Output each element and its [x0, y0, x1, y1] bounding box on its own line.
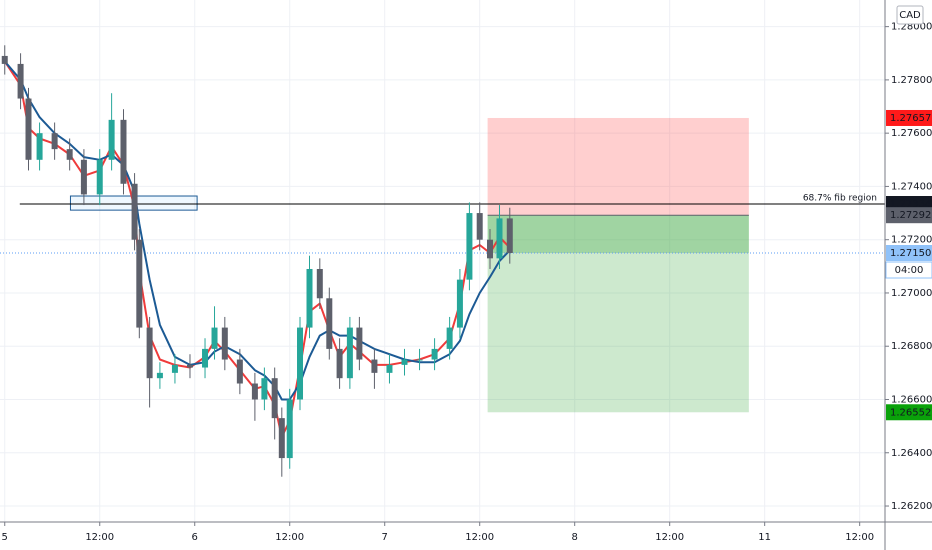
y-tick-label: 1.27600 [891, 128, 932, 139]
x-tick-label: 12:00 [845, 532, 874, 543]
candle-body [326, 298, 333, 349]
countdown-label: 04:00 [895, 265, 924, 276]
candle-body [202, 348, 209, 368]
x-tick-label: 6 [192, 532, 198, 543]
candle-body [496, 218, 503, 259]
candle-body [416, 359, 423, 361]
candle-body [278, 418, 285, 459]
candle-body [146, 327, 153, 379]
candle-body [66, 149, 73, 160]
candle-body [476, 213, 483, 240]
candle-body [401, 359, 408, 365]
candle-body [17, 63, 24, 99]
current-price-label-box [886, 245, 932, 262]
candle-body [286, 399, 293, 459]
y-tick-label: 1.28000 [891, 22, 932, 33]
candle-body [171, 364, 178, 373]
target-price-label-box [886, 109, 932, 126]
candle-body [316, 268, 323, 299]
candle-body [251, 383, 258, 400]
candle-body [236, 359, 243, 384]
moving-average [3, 60, 511, 401]
candle-body [336, 348, 343, 379]
candle-body [1, 55, 8, 64]
candle-body [271, 378, 278, 419]
candle-body [506, 218, 513, 254]
stop-zone [487, 215, 749, 413]
stop-price-label: 1.26552 [890, 407, 931, 418]
candle-body [431, 348, 438, 360]
entry-price-label: 1.27292 [890, 210, 931, 221]
candle-body [131, 183, 138, 240]
open-pnl-zone [487, 215, 749, 254]
current-price-label: 1.27150 [890, 248, 931, 259]
candle-body [108, 119, 115, 160]
candle-body [297, 327, 304, 400]
y-tick-label: 1.26600 [891, 394, 932, 405]
fib-annotation: 68.7% fib region [803, 194, 877, 204]
countdown-box [885, 261, 932, 279]
y-tick-label: 1.26400 [891, 448, 932, 459]
x-tick-label: 8 [572, 532, 578, 543]
candle-body [156, 372, 163, 379]
x-tick-label: 12:00 [85, 532, 114, 543]
stop-price-label-box [886, 404, 932, 421]
candle-body [51, 133, 58, 150]
x-tick-label: 5 [2, 532, 8, 543]
y-tick-label: 1.27800 [891, 75, 932, 86]
candle-body [371, 359, 378, 373]
x-tick-label: 7 [382, 532, 388, 543]
y-tick-label: 1.26800 [891, 341, 932, 352]
candle-body [186, 364, 193, 368]
fib-price-label: 1.27334 [890, 199, 931, 210]
y-tick-label: 1.26200 [891, 501, 932, 512]
candle-body [346, 327, 353, 379]
candle-body [221, 327, 228, 360]
x-tick-label: 12:00 [655, 532, 684, 543]
x-tick-label: 11 [758, 532, 771, 543]
candle-body [120, 119, 127, 184]
currency-label: CAD [899, 10, 921, 21]
candle-body [386, 364, 393, 373]
candle-body [136, 239, 143, 328]
y-tick-label: 1.27000 [891, 288, 932, 299]
candle-body [96, 159, 103, 195]
candle-body [456, 279, 463, 328]
currency-badge[interactable] [896, 5, 924, 25]
entry-price-label-box [886, 207, 932, 224]
candle-body [446, 327, 453, 349]
candle-body [356, 327, 363, 360]
candle-body [25, 98, 32, 160]
target-price-label: 1.27657 [890, 113, 931, 124]
x-tick-label: 12:00 [275, 532, 304, 543]
candle-body [36, 133, 43, 160]
candle-body [306, 268, 313, 328]
y-tick-label: 1.27400 [891, 181, 932, 192]
candle-body [211, 327, 218, 349]
candle-body [261, 378, 268, 400]
candle-body [466, 213, 473, 280]
candle-body [80, 159, 87, 195]
x-tick-label: 12:00 [465, 532, 494, 543]
target-zone [487, 117, 749, 216]
y-tick-label: 1.27200 [891, 235, 932, 246]
candle-body [486, 239, 493, 259]
